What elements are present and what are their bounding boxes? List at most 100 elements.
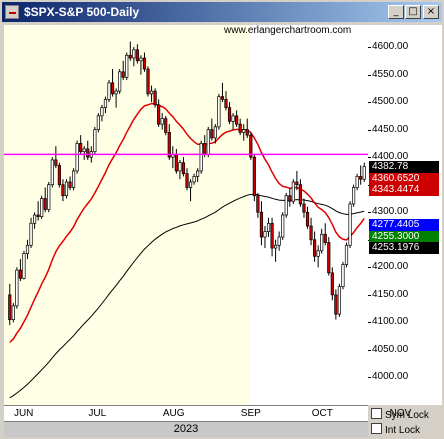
minimize-button[interactable]: _ [388, 5, 404, 19]
candle-body [114, 90, 118, 95]
candlestick-chart [4, 25, 368, 405]
candle-body [153, 90, 157, 106]
price-tick-mark [368, 322, 371, 324]
app-icon [5, 5, 19, 19]
title-bar[interactable]: $SPX-S&P 500-Daily _ □ × [2, 2, 442, 22]
price-tag: 4382.78 [369, 160, 439, 173]
candle-body [93, 129, 97, 153]
candle-body [341, 264, 345, 287]
short-moving-average [9, 102, 365, 343]
candle-body [86, 148, 90, 158]
year-label: 2023 [173, 423, 199, 435]
price-tick-label: 4100.00 [372, 316, 409, 328]
int-lock-label: Int Lock [385, 425, 421, 436]
candle-body [199, 143, 203, 172]
int-lock-option[interactable]: Int Lock [371, 423, 420, 436]
candle-body [22, 253, 26, 279]
price-plot-area[interactable]: www.erlangerchartroom.com [4, 25, 368, 405]
window-title: $SPX-S&P 500-Daily [24, 5, 140, 19]
candle-body [281, 214, 285, 238]
candle-body [302, 203, 306, 213]
candle-body [178, 162, 182, 172]
year-bar: 2023 [4, 421, 368, 437]
candle-body [68, 181, 72, 188]
candle-body [118, 71, 122, 92]
maximize-button[interactable]: □ [405, 5, 421, 19]
candle-body [79, 143, 83, 153]
candle-body [352, 187, 356, 205]
candle-body [309, 225, 313, 241]
price-tick-mark [368, 157, 371, 159]
candle-body [25, 244, 30, 254]
candle-body [284, 195, 288, 216]
price-tag: 4343.4474 [369, 183, 439, 196]
candle-body [295, 181, 299, 186]
candle-body [32, 214, 37, 224]
date-axis[interactable]: JUN JUL AUG SEP OCT NOV [4, 405, 411, 421]
candle-body [256, 195, 260, 213]
int-lock-checkbox[interactable] [371, 423, 382, 434]
price-tick-mark [368, 294, 371, 296]
candle-body [327, 242, 331, 274]
candle-body [43, 198, 47, 210]
candle-body [132, 49, 136, 59]
candle-body [220, 96, 225, 100]
candle-body [29, 222, 33, 246]
price-tick-label: 4000.00 [372, 371, 409, 383]
price-tag: 4277.4405 [369, 218, 439, 231]
candle-body [11, 305, 15, 320]
candle-body [100, 107, 104, 117]
price-tick-label: 4550.00 [372, 68, 409, 80]
candle-body [40, 198, 44, 218]
price-axis[interactable]: 4000.004050.004100.004150.004200.004250.… [368, 25, 442, 405]
candle-body [337, 286, 342, 315]
candle-body [75, 143, 79, 172]
price-tick-mark [368, 47, 371, 49]
candle-body [323, 233, 327, 243]
price-tick-label: 4050.00 [372, 343, 409, 355]
month-label: AUG [162, 408, 185, 419]
price-tag: 4360.6520 [369, 172, 439, 185]
candle-body [57, 165, 61, 186]
long-moving-average [9, 193, 365, 399]
candle-body [313, 239, 317, 257]
price-tick-mark [368, 129, 371, 131]
price-tick-mark [368, 377, 371, 379]
candle-body [110, 82, 115, 95]
candle-body [217, 96, 221, 128]
candle-body [227, 107, 232, 122]
candle-body [320, 233, 324, 252]
candle-body [252, 156, 256, 197]
candle-body [157, 104, 161, 125]
background-past [4, 25, 250, 405]
price-tick-label: 4150.00 [372, 288, 409, 300]
sym-lock-checkbox[interactable] [371, 408, 382, 419]
close-button[interactable]: × [423, 5, 439, 19]
candle-body [125, 54, 129, 78]
candle-body [316, 250, 320, 257]
candle-body [15, 269, 19, 307]
candle-body [146, 68, 150, 95]
price-tick-label: 4450.00 [372, 123, 409, 135]
candle-body [185, 173, 189, 188]
candle-body [8, 294, 12, 320]
sym-lock-label: Sym Lock [385, 410, 429, 421]
candle-body [71, 170, 76, 188]
candle-body [274, 244, 278, 249]
candle-body [348, 203, 352, 246]
candle-body [263, 231, 267, 238]
candle-body [344, 244, 349, 265]
month-label: SEP [240, 408, 261, 419]
candle-body [121, 71, 125, 78]
candle-body [47, 184, 51, 210]
price-tick-mark [368, 267, 371, 269]
sym-lock-option[interactable]: Sym Lock [371, 408, 429, 421]
candle-body [188, 181, 193, 188]
candle-body [61, 184, 65, 197]
candle-body [142, 57, 147, 70]
candle-body [305, 211, 310, 227]
candle-body [266, 222, 271, 232]
candle-body [298, 184, 303, 205]
candle-body [103, 98, 108, 108]
